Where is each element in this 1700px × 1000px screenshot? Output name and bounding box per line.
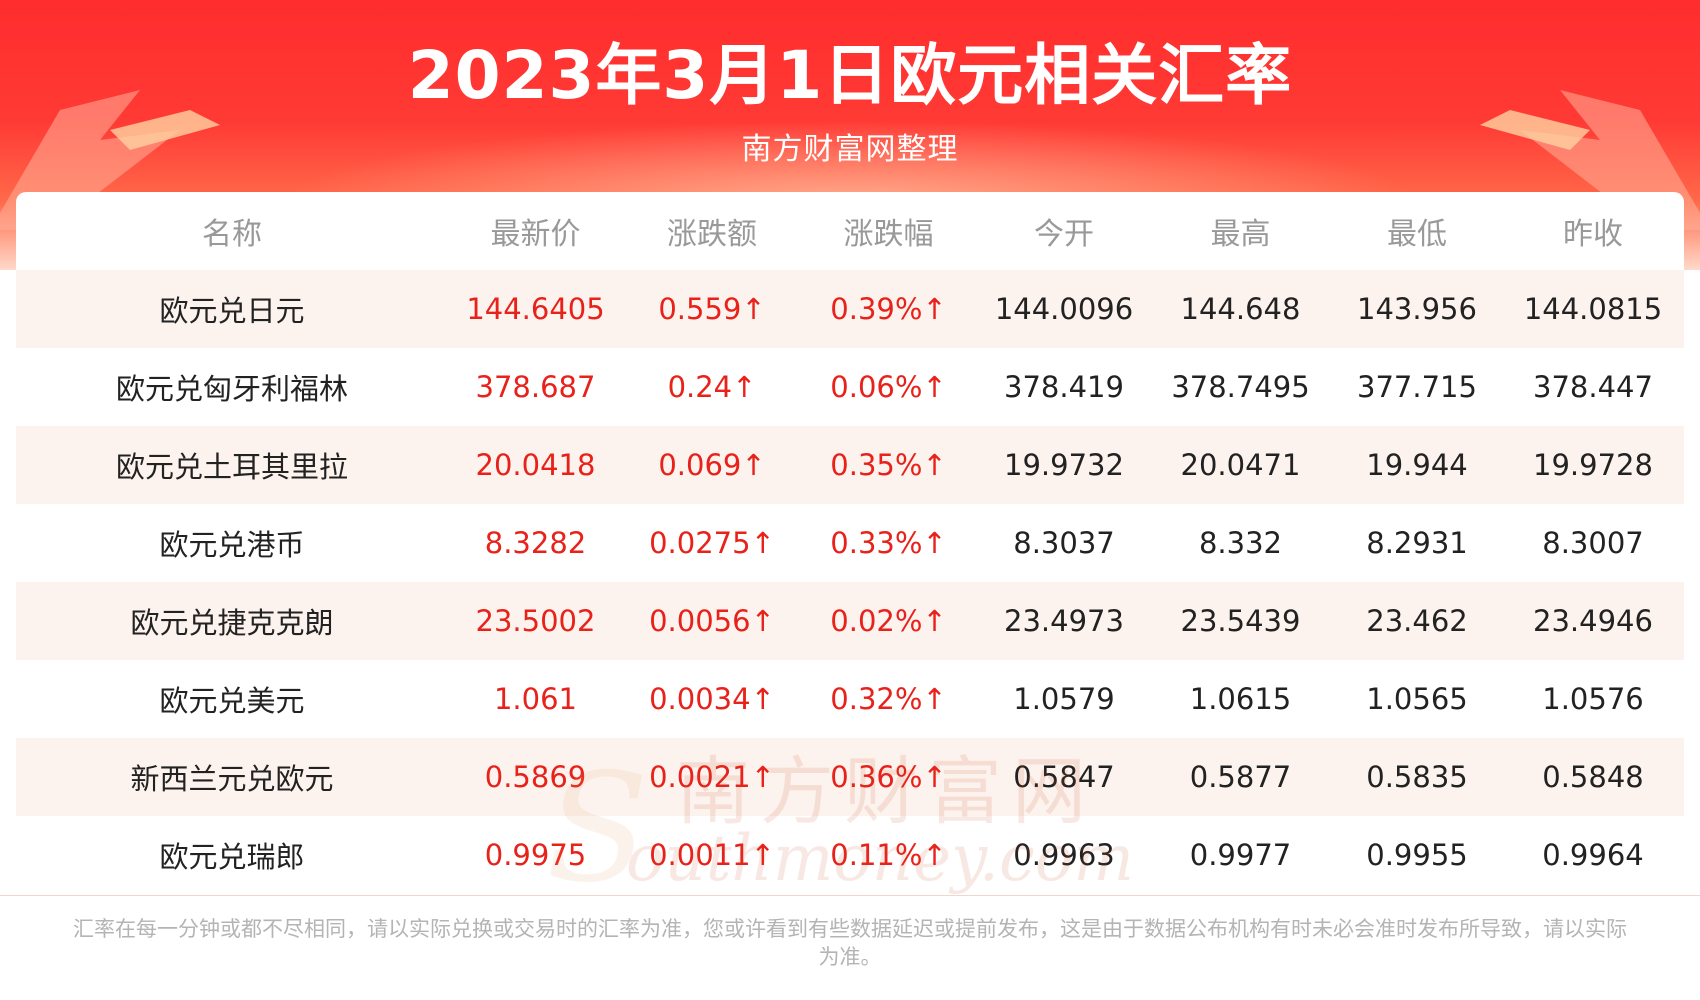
low-price: 0.5835 (1366, 760, 1468, 794)
open-price: 1.0579 (1013, 682, 1115, 716)
table-header-row: 名称 最新价 涨跌额 涨跌幅 今开 最高 最低 昨收 (16, 192, 1684, 270)
pair-name: 欧元兑土耳其里拉 (115, 450, 348, 484)
change-percent: 0.33%↑ (830, 526, 947, 560)
column-header-high: 最高 (1210, 217, 1271, 252)
low-price: 377.715 (1357, 370, 1477, 404)
latest-price: 144.6405 (466, 292, 605, 326)
change-percent: 0.11%↑ (830, 838, 947, 872)
table-row: 欧元兑日元 144.6405 0.559↑ 0.39%↑ 144.0096 14… (16, 270, 1684, 348)
page-subtitle: 南方财富网整理 (741, 132, 959, 167)
column-header-name: 名称 (202, 217, 262, 252)
change-amount: 0.0056↑ (649, 604, 775, 638)
change-amount: 0.0021↑ (649, 760, 775, 794)
table-row: 欧元兑美元 1.061 0.0034↑ 0.32%↑ 1.0579 1.0615… (16, 660, 1684, 738)
prev-close: 19.9728 (1533, 448, 1653, 482)
table-row: 欧元兑土耳其里拉 20.0418 0.069↑ 0.35%↑ 19.9732 2… (16, 426, 1684, 504)
column-header-change-pct: 涨跌幅 (843, 217, 934, 252)
prev-close: 0.5848 (1542, 760, 1644, 794)
low-price: 0.9955 (1366, 838, 1468, 872)
low-price: 19.944 (1366, 448, 1468, 482)
latest-price: 1.061 (493, 682, 578, 716)
prev-close: 1.0576 (1542, 682, 1644, 716)
prev-close: 144.0815 (1523, 292, 1663, 326)
change-percent: 0.39%↑ (830, 292, 947, 326)
change-amount: 0.0011↑ (649, 838, 775, 872)
high-price: 23.5439 (1180, 604, 1301, 638)
high-price: 20.0471 (1180, 448, 1301, 482)
prev-close: 378.447 (1533, 370, 1653, 404)
table-row: 欧元兑匈牙利福林 378.687 0.24↑ 0.06%↑ 378.419 37… (16, 348, 1684, 426)
pair-name: 欧元兑瑞郎 (159, 840, 305, 874)
high-price: 378.7495 (1171, 370, 1310, 404)
pair-name: 欧元兑日元 (159, 294, 305, 328)
high-price: 0.9977 (1189, 838, 1292, 872)
change-amount: 0.24↑ (667, 370, 757, 404)
open-price: 8.3037 (1013, 526, 1115, 560)
open-price: 378.419 (1004, 370, 1124, 404)
prev-close: 0.9964 (1542, 838, 1644, 872)
change-amount: 0.069↑ (658, 448, 766, 482)
page-title: 2023年3月1日欧元相关汇率 (407, 37, 1293, 114)
pair-name: 欧元兑美元 (159, 684, 305, 718)
latest-price: 0.9975 (484, 838, 587, 872)
high-price: 144.648 (1180, 292, 1301, 326)
table-row: 欧元兑港币 8.3282 0.0275↑ 0.33%↑ 8.3037 8.332… (16, 504, 1684, 582)
latest-price: 20.0418 (475, 448, 596, 482)
change-percent: 0.06%↑ (830, 370, 947, 404)
change-amount: 0.0034↑ (649, 682, 775, 716)
column-header-change: 涨跌额 (667, 217, 757, 252)
latest-price: 8.3282 (484, 526, 587, 560)
pair-name: 欧元兑港币 (159, 528, 305, 562)
rates-table: 名称 最新价 涨跌额 涨跌幅 今开 最高 最低 昨收 欧元兑日元 144.640… (16, 192, 1684, 897)
open-price: 23.4973 (1004, 604, 1124, 638)
pair-name: 欧元兑捷克克朗 (130, 606, 334, 640)
open-price: 0.5847 (1013, 760, 1115, 794)
prev-close: 8.3007 (1542, 526, 1644, 560)
latest-price: 23.5002 (475, 604, 596, 638)
footer-disclaimer: 汇率在每一分钟或都不尽相同，请以实际兑换或交易时的汇率为准，您或许看到有些数据延… (73, 917, 1627, 969)
change-amount: 0.0275↑ (649, 526, 775, 560)
change-percent: 0.36%↑ (830, 760, 947, 794)
column-header-latest: 最新价 (490, 217, 581, 252)
table-row: 欧元兑捷克克朗 23.5002 0.0056↑ 0.02%↑ 23.4973 2… (16, 582, 1684, 660)
table-row: 欧元兑瑞郎 0.9975 0.0011↑ 0.11%↑ 0.9963 0.997… (16, 816, 1684, 894)
low-price: 8.2931 (1366, 526, 1468, 560)
change-percent: 0.02%↑ (830, 604, 947, 638)
table-row: 新西兰元兑欧元 0.5869 0.0021↑ 0.36%↑ 0.5847 0.5… (16, 738, 1684, 816)
low-price: 23.462 (1366, 604, 1468, 638)
column-header-prev-close: 昨收 (1563, 217, 1623, 252)
open-price: 0.9963 (1013, 838, 1115, 872)
high-price: 8.332 (1198, 526, 1283, 560)
latest-price: 0.5869 (484, 760, 587, 794)
column-header-low: 最低 (1387, 217, 1447, 252)
low-price: 143.956 (1357, 292, 1477, 326)
prev-close: 23.4946 (1533, 604, 1653, 638)
change-percent: 0.35%↑ (830, 448, 947, 482)
pair-name: 新西兰元兑欧元 (130, 762, 334, 796)
latest-price: 378.687 (475, 370, 596, 404)
change-percent: 0.32%↑ (830, 682, 947, 716)
change-amount: 0.559↑ (658, 292, 766, 326)
open-price: 19.9732 (1004, 448, 1124, 482)
high-price: 1.0615 (1189, 682, 1292, 716)
pair-name: 欧元兑匈牙利福林 (115, 372, 348, 406)
column-header-open: 今开 (1034, 217, 1094, 252)
divider (0, 895, 1700, 896)
open-price: 144.0096 (994, 292, 1134, 326)
low-price: 1.0565 (1366, 682, 1468, 716)
high-price: 0.5877 (1189, 760, 1292, 794)
